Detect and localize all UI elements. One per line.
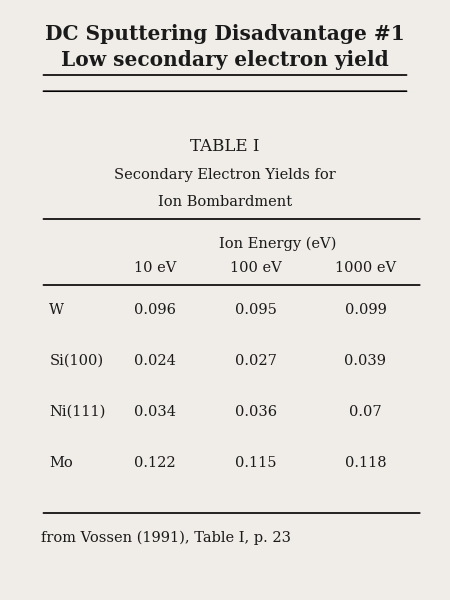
Text: 10 eV: 10 eV (134, 261, 176, 275)
Text: 0.036: 0.036 (234, 405, 277, 419)
Text: 0.118: 0.118 (345, 456, 386, 470)
Text: 0.099: 0.099 (345, 303, 387, 317)
Text: 0.027: 0.027 (235, 354, 277, 368)
Text: 0.034: 0.034 (134, 405, 176, 419)
Text: 0.024: 0.024 (134, 354, 176, 368)
Text: 0.039: 0.039 (345, 354, 387, 368)
Text: 0.122: 0.122 (134, 456, 176, 470)
Text: Ion Bombardment: Ion Bombardment (158, 195, 292, 209)
Text: 0.07: 0.07 (349, 405, 382, 419)
Text: Mo: Mo (50, 456, 73, 470)
Text: 100 eV: 100 eV (230, 261, 282, 275)
Text: W: W (50, 303, 64, 317)
Text: 0.095: 0.095 (235, 303, 277, 317)
Text: Ni(111): Ni(111) (50, 405, 106, 419)
Text: 0.115: 0.115 (235, 456, 276, 470)
Text: 0.096: 0.096 (134, 303, 176, 317)
Text: TABLE I: TABLE I (190, 138, 260, 155)
Text: from Vossen (1991), Table I, p. 23: from Vossen (1991), Table I, p. 23 (40, 531, 291, 545)
Text: DC Sputtering Disadvantage #1
Low secondary electron yield: DC Sputtering Disadvantage #1 Low second… (45, 24, 405, 70)
Text: 1000 eV: 1000 eV (335, 261, 396, 275)
Text: Si(100): Si(100) (50, 354, 104, 368)
Text: Secondary Electron Yields for: Secondary Electron Yields for (114, 168, 336, 182)
Text: Ion Energy (eV): Ion Energy (eV) (219, 237, 336, 251)
